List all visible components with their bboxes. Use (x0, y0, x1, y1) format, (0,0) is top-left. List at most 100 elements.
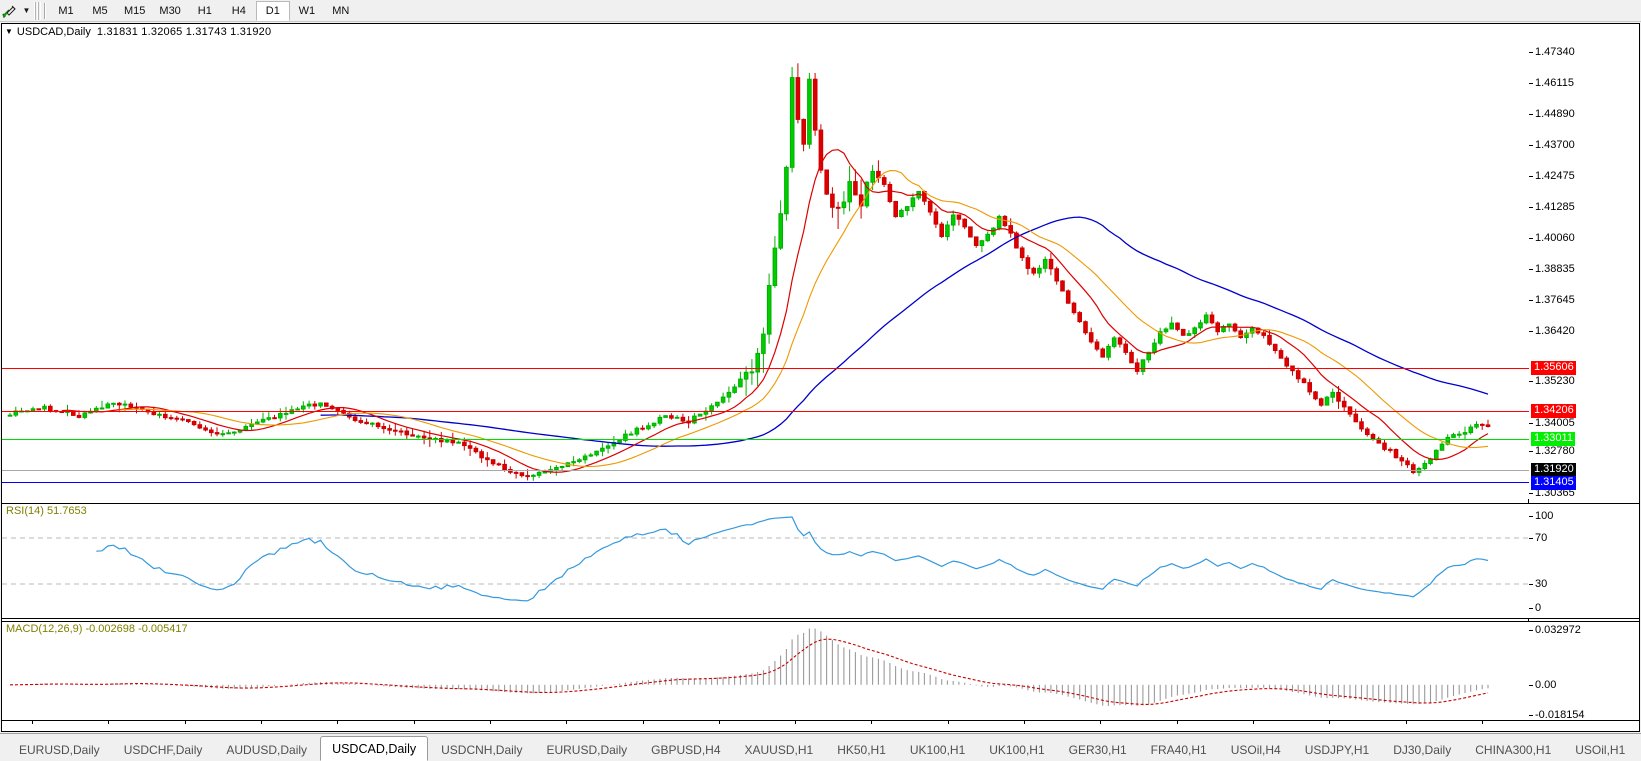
price-tag-135606[interactable]: 1.35606 (1531, 361, 1576, 375)
macd-pane[interactable]: MACD(12,26,9) -0.002698 -0.005417 0.0329… (2, 621, 1639, 720)
price-tick: 1.42475 (1529, 170, 1575, 182)
support-line-133011[interactable] (2, 439, 1529, 440)
macd-tick-zero: 0.00 (1528, 679, 1557, 691)
price-tick: 1.43700 (1529, 139, 1575, 151)
rsi-pane[interactable]: RSI(14) 51.7653 100 70 30 0 (2, 503, 1639, 619)
price-tag-current-131920: 1.31920 (1531, 463, 1576, 477)
price-tick: 1.35230 (1529, 375, 1575, 387)
chart-tab-usdcnh-daily[interactable]: USDCNH,Daily (441, 743, 523, 757)
chart-tab-usdjpy-h1[interactable]: USDJPY,H1 (1304, 743, 1370, 757)
time-tick-mark (108, 721, 110, 724)
price-pane[interactable]: 1.47340 1.46115 1.44890 1.43700 1.42475 … (2, 38, 1639, 499)
timeframe-d1[interactable]: D1 (255, 0, 290, 21)
timeframe-m5[interactable]: M5 (92, 4, 108, 17)
rsi-tick-70: 70 (1528, 532, 1548, 544)
time-tick-mark (642, 721, 644, 724)
chart-symbol-label: USDCAD,Daily (16, 25, 91, 38)
rsi-tick-100: 100 (1528, 510, 1554, 522)
last-price-line (2, 470, 1529, 471)
time-tick-mark (489, 721, 491, 724)
chart-tab-uk100-h1[interactable]: UK100,H1 (989, 743, 1045, 757)
time-tick-mark (1253, 721, 1255, 724)
time-tick-mark (947, 721, 949, 724)
time-tick-mark (795, 721, 797, 724)
time-tick-mark (871, 721, 873, 724)
timeframe-m15[interactable]: M15 (124, 4, 146, 17)
timeframe-h1[interactable]: H1 (197, 4, 212, 17)
time-tick-mark (1329, 721, 1331, 724)
rsi-canvas (2, 516, 1529, 602)
time-tick-mark (1482, 721, 1483, 724)
rsi-tick-0: 0 (1528, 602, 1542, 614)
timeframe-m1[interactable]: M1 (58, 4, 74, 17)
chart-tab-audusd-daily[interactable]: AUDUSD,Daily (226, 743, 308, 757)
price-tick: 1.41285 (1529, 201, 1575, 213)
price-tag-133011[interactable]: 1.33011 (1531, 432, 1575, 446)
chart-tab-eurusd-daily[interactable]: EURUSD,Daily (19, 743, 100, 757)
chart-tab-uk100-h1[interactable]: UK100,H1 (909, 743, 966, 757)
time-tick-mark (32, 721, 33, 724)
price-tag-131405[interactable]: 1.31405 (1531, 476, 1576, 490)
chart-tab-fra40-h1[interactable]: FRA40,H1 (1150, 743, 1207, 757)
toolbar-grip[interactable] (34, 1, 41, 20)
chart-tab-xauusd-h1[interactable]: XAUUSD,H1 (744, 743, 814, 757)
price-tick: 1.30365 (1529, 487, 1575, 499)
time-tick-mark (413, 721, 415, 724)
price-tick: 1.37645 (1529, 294, 1575, 306)
time-tick-mark (337, 721, 339, 724)
chart-tab-hk50-h1[interactable]: HK50,H1 (837, 743, 886, 757)
chart-tab-usdchf-daily[interactable]: USDCHF,Daily (123, 743, 203, 757)
resistance-line-135606[interactable] (2, 368, 1529, 369)
crosshair-pointer-icon[interactable] (0, 1, 20, 21)
chart-tab-eurusd-daily[interactable]: EURUSD,Daily (546, 743, 628, 757)
price-tick: 1.36420 (1529, 325, 1575, 337)
time-tick-mark (1176, 721, 1178, 724)
price-tick: 1.38835 (1529, 263, 1575, 275)
chart-tab-usoil-h4[interactable]: USOil,H4 (1230, 743, 1281, 757)
rsi-tick-30: 30 (1528, 578, 1548, 590)
chart-header: ▼ USDCAD,Daily 1.31831 1.32065 1.31743 1… (2, 24, 1639, 39)
price-axis[interactable]: 1.47340 1.46115 1.44890 1.43700 1.42475 … (1529, 38, 1639, 499)
price-tick: 1.34005 (1529, 417, 1575, 429)
macd-label: MACD(12,26,9) -0.002698 -0.005417 (6, 623, 188, 635)
chart-tab-gbpusd-h4[interactable]: GBPUSD,H4 (651, 743, 721, 757)
time-tick-mark (1100, 721, 1102, 724)
price-tag-134206[interactable]: 1.34206 (1531, 404, 1576, 418)
time-tick-mark (184, 721, 186, 724)
timeframe-m30[interactable]: M30 (159, 4, 181, 17)
price-tick: 1.46115 (1529, 77, 1574, 89)
chart-tabs-bar: EURUSD,Daily USDCHF,Daily AUDUSD,Daily USDC… (0, 733, 1641, 761)
chart-tab-china300-h1[interactable]: CHINA300,H1 (1475, 743, 1552, 757)
rsi-axis: 100 70 30 0 (1528, 504, 1639, 618)
timeframe-w1[interactable]: W1 (298, 4, 316, 17)
price-tick: 1.32780 (1529, 445, 1575, 457)
time-tick-mark (1405, 721, 1407, 724)
time-tick-mark (566, 721, 568, 724)
chart-tab-ger30-h1[interactable]: GER30,H1 (1068, 743, 1127, 757)
chart-tab-usoil-h1[interactable]: USOil,H1 (1575, 743, 1626, 757)
chart-window: ▼ USDCAD,Daily 1.31831 1.32065 1.31743 1… (1, 23, 1640, 746)
chart-ohlc-values: 1.31831 1.32065 1.31743 1.31920 (96, 25, 272, 38)
timeframe-h4[interactable]: H4 (231, 4, 246, 17)
macd-canvas (10, 628, 1489, 706)
toolbar: ▼ M1 M5 M15 M30 H1 H4 D1 W1 MN (0, 0, 1641, 22)
time-axis[interactable] (2, 720, 1639, 731)
chart-tab-usdcad-daily[interactable]: USDCAD,Daily (320, 736, 429, 761)
macd-tick-max: 0.032972 (1529, 624, 1581, 636)
support-line-131405[interactable] (2, 482, 1529, 483)
time-tick-mark (718, 721, 720, 724)
resistance-line-134206[interactable] (2, 411, 1529, 412)
price-tick: 1.44890 (1529, 108, 1575, 120)
chevron-down-icon[interactable]: ▼ (22, 6, 31, 15)
price-candles-canvas (7, 63, 1491, 481)
time-tick-mark (260, 721, 262, 724)
macd-axis: 0.032972 0.00 -0.018154 (1528, 622, 1639, 720)
macd-tick-min: -0.018154 (1529, 709, 1585, 720)
rsi-label: RSI(14) 51.7653 (6, 505, 87, 517)
chart-menu-caret-icon[interactable]: ▼ (5, 27, 13, 36)
toolbar-separator (44, 2, 46, 19)
price-tick: 1.40060 (1529, 232, 1575, 244)
chart-tab-dj30-daily[interactable]: DJ30,Daily (1393, 743, 1452, 757)
timeframe-mn[interactable]: MN (332, 4, 350, 17)
